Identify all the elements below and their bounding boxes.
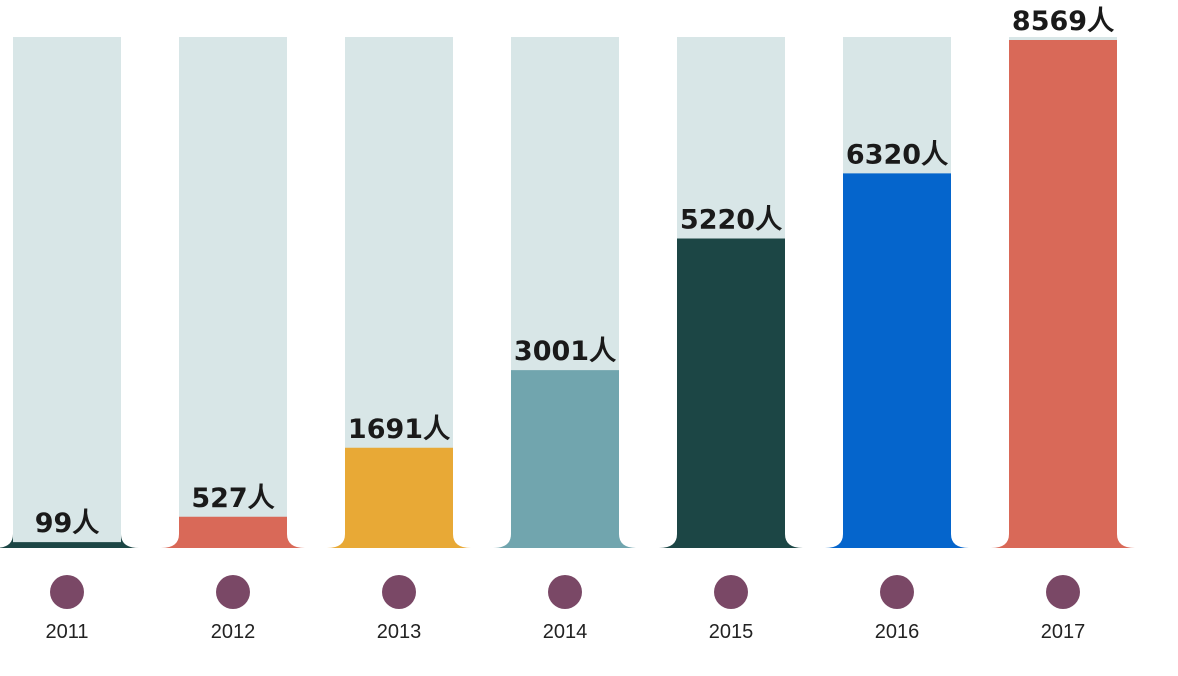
x-tick-label-2014: 2014: [543, 621, 588, 643]
value-label-2013: 1691人: [348, 414, 450, 445]
bar-track-2012: [179, 37, 287, 548]
year-marker-dot: [1046, 575, 1080, 609]
bars: [0, 40, 1135, 549]
x-tick-label-2011: 2011: [45, 621, 88, 643]
year-marker-dot: [50, 575, 84, 609]
x-tick-label-2016: 2016: [875, 621, 920, 643]
x-tick-label-2013: 2013: [377, 621, 422, 643]
year-marker-dot: [548, 575, 582, 609]
year-marker-dot: [382, 575, 416, 609]
bar-2016: [825, 173, 969, 549]
bar-2017: [991, 40, 1135, 548]
bar-2014: [493, 370, 637, 548]
value-label-2016: 6320人: [846, 139, 948, 170]
x-tick-label-2015: 2015: [709, 621, 754, 643]
bar-track-2011: [13, 37, 121, 548]
value-labels: 99人 527人 1691人 3001人 5220人 6320人 8569人: [35, 6, 1114, 539]
year-marker-dot: [216, 575, 250, 609]
value-label-2017: 8569人: [1012, 6, 1114, 37]
year-marker-dot: [880, 575, 914, 609]
value-label-2011: 99人: [35, 508, 100, 539]
bar-2013: [327, 447, 471, 548]
value-label-2015: 5220人: [680, 205, 782, 236]
x-tick-labels: 2011 2012 2013 2014 2015 2016 2017: [45, 621, 1085, 643]
bar-2011: [0, 534, 139, 548]
x-tick-label-2017: 2017: [1041, 621, 1086, 643]
bar-2015: [659, 238, 803, 548]
year-markers: [50, 575, 1080, 609]
x-tick-label-2012: 2012: [211, 621, 256, 643]
year-marker-dot: [714, 575, 748, 609]
value-label-2014: 3001人: [514, 336, 616, 367]
value-label-2012: 527人: [191, 483, 274, 514]
bar-2012: [161, 516, 305, 548]
